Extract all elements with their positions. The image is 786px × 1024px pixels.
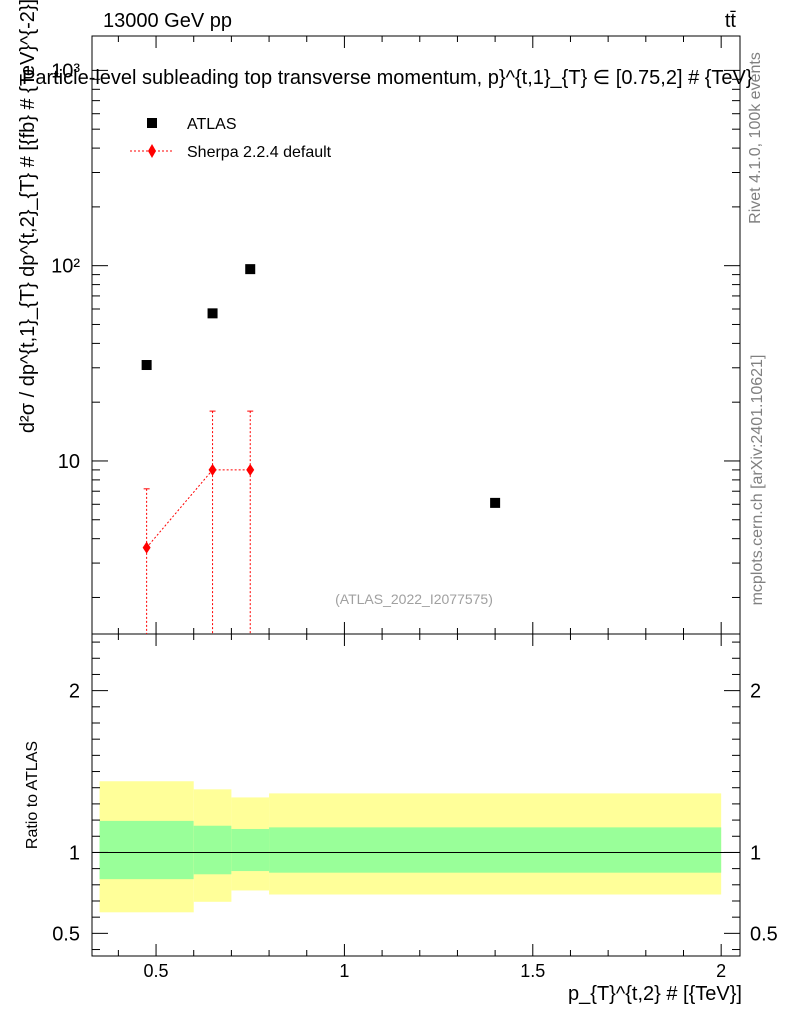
x-tick-label: 2 [716,961,726,981]
legend-sherpa-label: Sherpa 2.2.4 default [187,144,332,161]
ratio-y-tick-label: 1 [69,842,80,864]
ratio-band-inner [193,825,232,875]
ratio-y-tick-label: 2 [69,681,80,703]
ratio-plot-frame [91,633,741,957]
ratio-band-inner [269,827,722,873]
plot-title: Particle-level subleading top transverse… [22,67,753,89]
x-tick-label: 0.5 [144,961,169,981]
x-tick-label: 1 [339,961,349,981]
sherpa-point [208,463,217,476]
analysis-watermark: (ATLAS_2022_I2077575) [335,591,493,607]
legend-atlas-marker [147,118,157,128]
legend-atlas-label: ATLAS [187,116,237,133]
rivet-label: Rivet 4.1.0, 100k events [747,52,764,224]
sherpa-point [246,463,255,476]
y-tick-label: 10² [51,256,80,278]
ratio-y-tick-label-right: 0.5 [750,923,778,945]
ratio-band-inner [99,820,194,880]
ratio-y-tick-label-right: 1 [750,842,761,864]
ratio-y-axis-title: Ratio to ATLAS [24,741,41,849]
atlas-data-point [245,264,256,275]
x-tick-label: 1.5 [520,961,545,981]
main-y-axis-title: d²σ / dp^{t,1}_{T} dp^{t,2}_{T} # [{fb} … [17,0,39,433]
ratio-y-tick-label-right: 2 [750,681,761,703]
sherpa-point [142,541,151,554]
energy-label: 13000 GeV pp [103,10,232,32]
sherpa-series-line [146,469,251,548]
data-marks [141,264,501,634]
process-label: tt̄ [725,10,737,32]
legend-sherpa-marker [148,144,156,158]
y-tick-label: 10³ [51,60,80,82]
atlas-data-point [141,360,152,371]
y-tick-label: 10 [58,451,80,473]
ratio-bands [92,781,740,913]
mcplots-label: mcplots.cern.ch [arXiv:2401.10621] [749,355,766,606]
axis-ticks: 0.5 1 1.5 2 10 10² 10³ 0.5 0.5 1 1 2 2 [51,36,778,981]
x-axis-title: p_{T}^{t,2} # [{TeV}] [568,983,742,1005]
atlas-data-point [207,308,218,319]
atlas-data-point [490,497,501,508]
ratio-y-tick-label: 0.5 [52,923,80,945]
ratio-band-inner [231,828,270,872]
